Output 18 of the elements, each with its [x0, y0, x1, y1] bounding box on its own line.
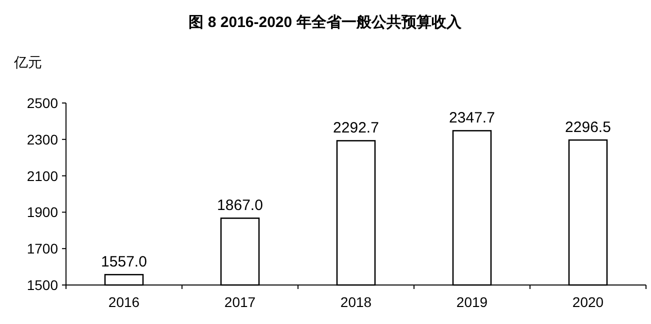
x-tick-label: 2020: [572, 294, 604, 310]
y-tick-label: 1500: [26, 277, 58, 293]
data-label: 2292.7: [333, 120, 379, 137]
y-tick-label: 2500: [26, 95, 58, 111]
data-label: 2347.7: [449, 110, 495, 127]
x-tick-label: 2018: [340, 294, 372, 310]
x-tick-label: 2019: [456, 294, 488, 310]
data-label: 1867.0: [217, 197, 263, 214]
y-tick-label: 1700: [26, 240, 58, 257]
x-tick-label: 2016: [108, 294, 140, 310]
y-tick-label: 2300: [26, 131, 58, 148]
x-tick-label: 2017: [224, 294, 256, 310]
data-label: 1557.0: [101, 254, 147, 271]
data-label: 2296.5: [565, 119, 611, 136]
y-tick-label: 2100: [26, 168, 58, 184]
y-tick-label: 1900: [26, 204, 58, 220]
y-axis-title: 亿元: [13, 54, 42, 70]
chart-title: 图 8 2016-2020 年全省一般公共预算收入: [188, 14, 462, 31]
